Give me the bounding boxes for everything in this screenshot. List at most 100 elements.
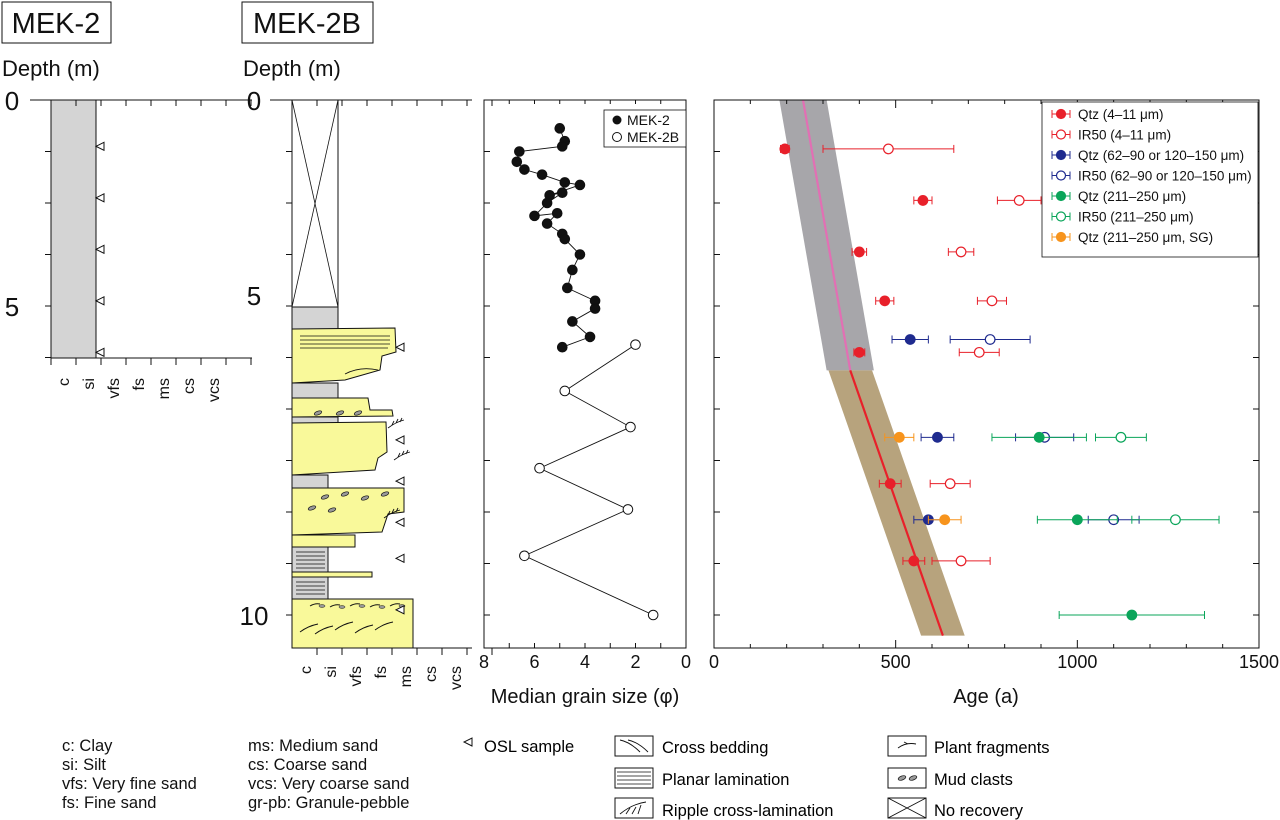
mek2-log (30, 99, 252, 365)
cross-bedding-symbol (299, 623, 319, 633)
age-legend-marker (1055, 190, 1067, 202)
age-point (883, 143, 894, 155)
ripple-label: Ripple cross-lamination (662, 802, 834, 820)
sand-bed-6 (291, 571, 373, 578)
mek2b-grain-point (622, 504, 634, 515)
legend-cs: cs: Coarse sand (248, 756, 368, 774)
mud-clast-symbol (378, 605, 386, 609)
osl-sample-marker (94, 193, 105, 203)
age-panel: 0 500 1000 1500 (709, 99, 1279, 672)
mek2b-grain-vfs: vfs (348, 666, 365, 686)
grain-x-tick-label: 8 (479, 652, 489, 672)
grain-size-panel: 8 6 4 2 0 (479, 100, 691, 672)
mek2b-grain-point (647, 609, 659, 621)
mek2-grain-point (511, 156, 523, 168)
cross-bedding-swatch (614, 735, 654, 757)
sand-bed-7 (291, 598, 414, 649)
mud-clasts-label: Mud clasts (934, 771, 1013, 789)
mek2b-grain-point (625, 421, 636, 433)
osl-sample-marker (394, 435, 405, 445)
age-point (884, 478, 896, 490)
mud-bed-4 (291, 474, 329, 489)
no-recovery-label: No recovery (934, 802, 1024, 820)
age-legend-label: IR50 (4–11 μm) (1078, 128, 1171, 143)
mud-clast-symbol (380, 491, 390, 497)
osl-sample-marker (94, 141, 105, 152)
osl-legend-label: OSL sample (484, 738, 574, 756)
plant-fragment-symbol (349, 603, 361, 607)
mek2b-grain-labels: c si vfs fs ms cs vcs (298, 666, 465, 690)
mek2b-grain-point (559, 385, 571, 397)
grain-x-tick-label: 4 (580, 652, 590, 672)
mek2-grain-vfs: vfs (106, 378, 123, 398)
age-model-line-1 (801, 99, 852, 371)
mek2b-log (270, 99, 472, 649)
mek2-grain-point (541, 197, 553, 209)
legend-vcs: vcs: Very coarse sand (248, 775, 410, 793)
mek2-clay-fill (50, 99, 97, 359)
age-legend-label: Qtz (211–250 μm, SG) (1078, 230, 1213, 245)
age-point (908, 555, 920, 567)
plant-fragment-symbol (309, 603, 321, 607)
mek2b-grain-point (534, 462, 545, 474)
mek2b-depth-tick-5: 5 (247, 281, 261, 311)
age-point (973, 346, 985, 358)
age-panel-frame (713, 99, 1260, 649)
mud-clasts-swatch (887, 767, 927, 789)
mud-clast-symbol (335, 410, 345, 416)
osl-legend-triangle (462, 737, 473, 747)
plant-fragments-label: Plant fragments (934, 739, 1050, 757)
age-point (939, 514, 951, 526)
age-point (955, 555, 967, 567)
planar-lamination-label: Planar lamination (662, 771, 790, 789)
mek2b-grain-line (523, 344, 654, 616)
mek2b-grain-point (519, 550, 530, 562)
osl-sample-marker (394, 342, 405, 353)
osl-sample-marker (394, 553, 405, 564)
age-point (1126, 609, 1138, 621)
mek2-grain-point (574, 249, 586, 260)
legend-vfs: vfs: Very fine sand (62, 775, 197, 793)
ripple-swatch (614, 797, 654, 819)
age-legend-marker (1055, 149, 1067, 161)
mek2b-title-box (241, 1, 374, 44)
ripple-symbol (393, 449, 411, 461)
mek2b-osl-markers (394, 342, 405, 615)
ripple-symbol (387, 417, 405, 429)
grain-legend-mek2b-label: MEK-2B (627, 129, 679, 145)
osl-sample-marker (394, 517, 405, 528)
mud-bed-2 (291, 382, 339, 399)
age-legend-label: IR50 (211–250 μm) (1078, 210, 1194, 225)
sand-bed-5 (291, 534, 356, 548)
ripple-icon (619, 801, 647, 815)
mek2-grain-point (562, 282, 573, 294)
legend-silt: si: Silt (62, 756, 107, 774)
age-point (944, 478, 956, 490)
mud-clast-symbol (318, 604, 326, 608)
mek2-depth-label: Depth (m) (2, 56, 100, 81)
grain-class-legend-col2: ms: Medium sand cs: Coarse sand vcs: Ver… (248, 737, 409, 813)
mek2-grain-point (554, 123, 566, 134)
mek2-title: MEK-2 (12, 8, 101, 40)
grain-legend-mek2b-marker (612, 132, 622, 142)
mek2-grain-point (556, 141, 568, 152)
age-point (1071, 514, 1083, 526)
mek2-grain-point (541, 218, 553, 229)
age-legend-marker (1055, 129, 1067, 140)
legend-clay: c: Clay (62, 737, 113, 755)
age-x-tick-label: 1000 (1057, 652, 1097, 672)
mek2-grain-vcs: vcs (206, 378, 223, 402)
mek2b-depth-label: Depth (m) (243, 56, 341, 81)
age-point (986, 295, 998, 307)
age-legend-marker (1055, 231, 1067, 243)
mud-clast-symbol (307, 505, 317, 511)
mud-bed-1 (291, 306, 339, 330)
mek2b-grain-c: c (298, 666, 315, 674)
age-legend-marker (1055, 211, 1067, 222)
grain-x-label: Median grain size (φ) (491, 686, 680, 708)
mek2b-grain-fs: fs (373, 666, 390, 678)
age-point (779, 143, 791, 155)
mek2-depth-tick-0: 0 (5, 86, 19, 116)
mek2b-grain-ms: ms (398, 666, 415, 687)
